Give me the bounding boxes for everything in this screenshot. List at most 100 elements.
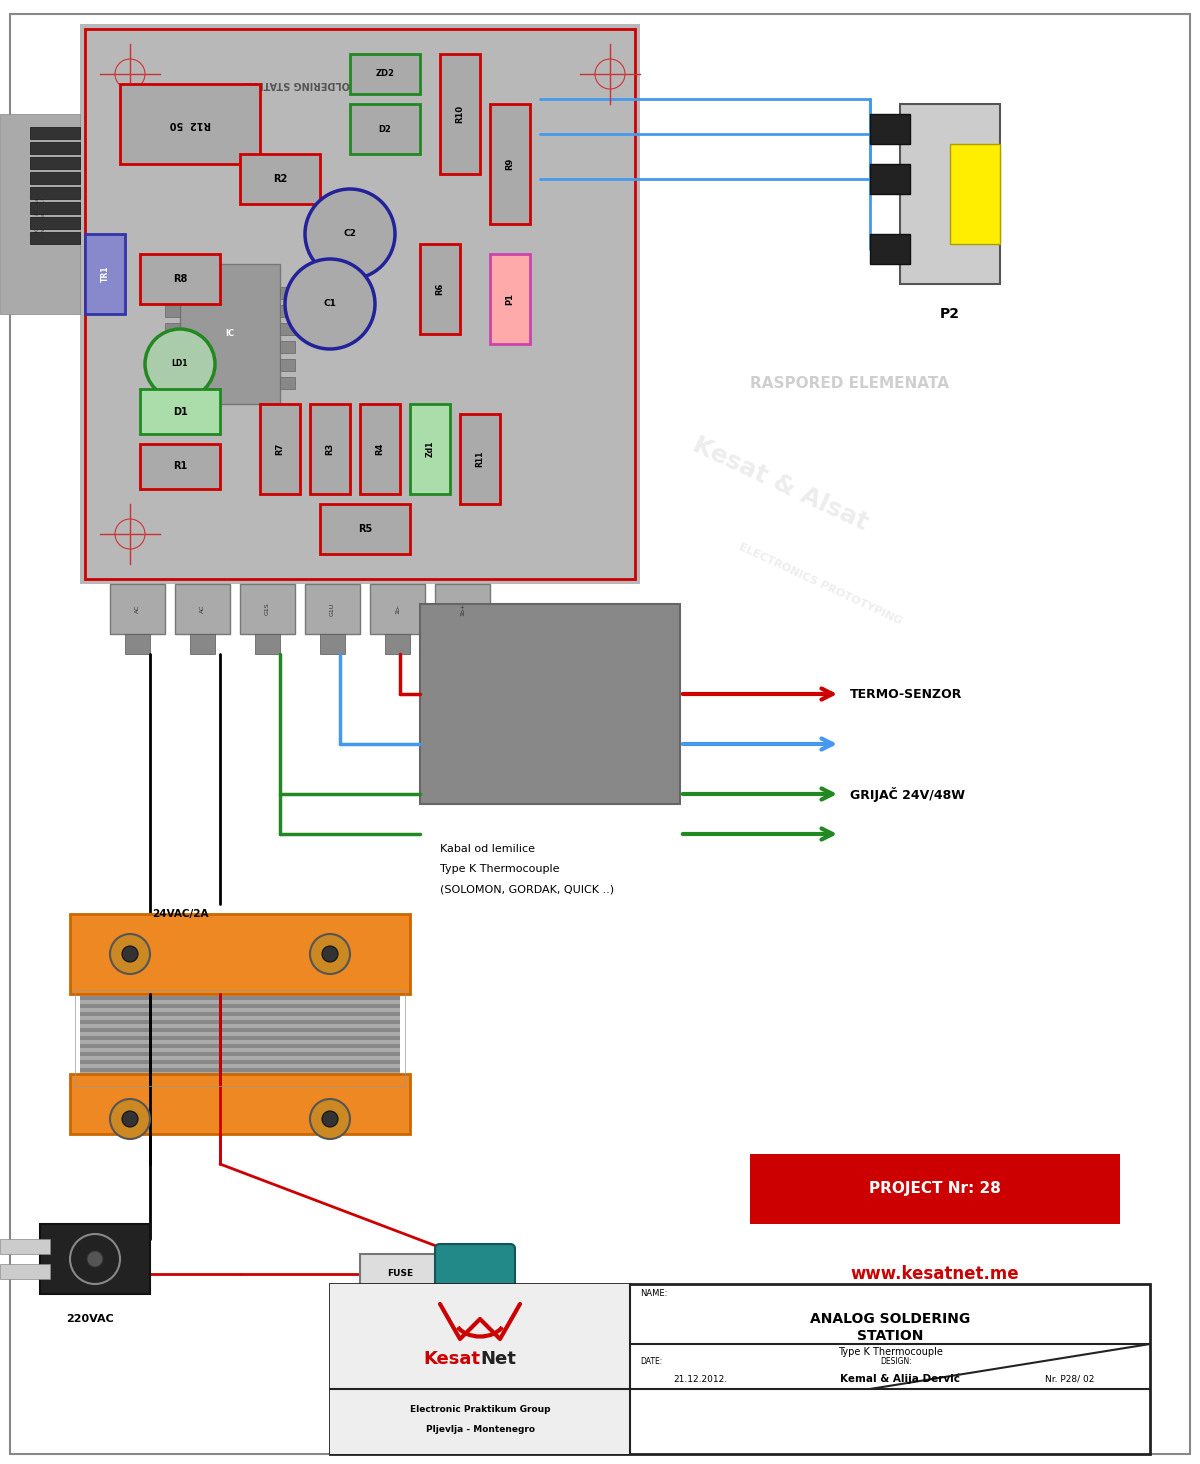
Bar	[305, 584, 360, 634]
Bar	[175, 584, 230, 634]
Text: R11: R11	[475, 451, 485, 467]
Circle shape	[286, 259, 374, 348]
Text: Zd1: Zd1	[426, 441, 434, 457]
Bar	[80, 1060, 400, 1064]
Bar	[360, 1255, 440, 1294]
Bar	[80, 1000, 400, 1004]
Bar	[120, 83, 260, 164]
Text: ZD2: ZD2	[376, 69, 395, 79]
Bar	[256, 634, 280, 654]
Text: 21.12.2012.: 21.12.2012.	[673, 1375, 727, 1383]
Bar	[30, 217, 80, 228]
Text: D2: D2	[378, 124, 391, 133]
Bar	[190, 634, 215, 654]
Bar	[280, 341, 295, 353]
Bar	[166, 305, 180, 318]
Bar	[30, 127, 80, 139]
Circle shape	[310, 1099, 350, 1139]
Bar	[80, 1072, 400, 1076]
Circle shape	[310, 934, 350, 974]
Bar	[30, 142, 80, 154]
Bar	[370, 584, 425, 634]
Bar	[80, 1012, 400, 1016]
Text: Kemal & Alija Dervić: Kemal & Alija Dervić	[840, 1373, 960, 1385]
Text: C2: C2	[343, 230, 356, 239]
Bar	[140, 253, 220, 305]
Text: 220VAC: 220VAC	[66, 1315, 114, 1323]
Bar	[80, 1039, 400, 1044]
Text: Nr. P28/ 02: Nr. P28/ 02	[1045, 1375, 1094, 1383]
Bar	[166, 324, 180, 335]
Circle shape	[145, 329, 215, 400]
Bar	[280, 378, 295, 389]
Text: AC: AC	[134, 605, 140, 613]
Circle shape	[305, 189, 395, 280]
Text: Kesat & Alsat: Kesat & Alsat	[689, 433, 871, 536]
Text: Type K Thermocouple: Type K Thermocouple	[440, 864, 559, 874]
Bar	[166, 341, 180, 353]
Bar	[280, 324, 295, 335]
Bar	[80, 1023, 400, 1028]
Text: TR1: TR1	[101, 266, 109, 283]
Bar	[30, 187, 80, 199]
Bar	[80, 1044, 400, 1048]
Bar	[30, 171, 80, 184]
Bar	[80, 1069, 400, 1072]
Text: 24VAC/2A: 24VAC/2A	[151, 909, 209, 919]
Bar	[280, 287, 295, 299]
Bar	[80, 1004, 400, 1009]
Bar	[30, 231, 80, 244]
Bar	[74, 990, 406, 1086]
Text: R4: R4	[376, 442, 384, 455]
Bar	[70, 914, 410, 994]
Bar	[450, 634, 475, 654]
Text: Pljevlja - Montenegro: Pljevlja - Montenegro	[426, 1424, 534, 1433]
Bar	[420, 605, 680, 804]
Text: R6: R6	[436, 283, 444, 296]
Bar	[0, 1239, 50, 1255]
Bar	[80, 1016, 400, 1020]
Text: PROJECT Nr: 28: PROJECT Nr: 28	[869, 1181, 1001, 1196]
Text: Electronic Praktikum Group: Electronic Praktikum Group	[409, 1404, 551, 1414]
Bar	[140, 444, 220, 489]
Bar	[0, 1263, 50, 1280]
Text: DATE:: DATE:	[640, 1357, 662, 1366]
Text: ELECTRONICS PROTOTYPING: ELECTRONICS PROTOTYPING	[737, 542, 904, 627]
Bar	[310, 404, 350, 493]
Bar	[436, 584, 490, 634]
Bar	[490, 104, 530, 224]
Text: NAME:: NAME:	[640, 1290, 667, 1299]
Text: G1S: G1S	[265, 603, 270, 615]
Bar	[85, 29, 635, 578]
Text: Kabal od lemilice: Kabal od lemilice	[440, 845, 535, 854]
Bar	[80, 1032, 400, 1037]
Text: 1b-: 1b-	[395, 605, 400, 613]
Bar	[260, 404, 300, 493]
Bar	[440, 54, 480, 174]
Text: DESIGN:: DESIGN:	[880, 1357, 912, 1366]
Bar	[80, 1020, 400, 1023]
Text: P2: P2	[940, 307, 960, 321]
Circle shape	[88, 1252, 103, 1266]
Bar	[870, 164, 910, 195]
Bar	[166, 378, 180, 389]
Bar	[870, 234, 910, 264]
Bar	[360, 404, 400, 493]
Text: R10: R10	[456, 105, 464, 123]
Text: FUSE: FUSE	[386, 1269, 413, 1278]
Bar	[80, 1056, 400, 1060]
Bar	[70, 1075, 410, 1135]
Circle shape	[122, 946, 138, 962]
Bar	[80, 1076, 400, 1080]
Bar	[85, 234, 125, 313]
Bar	[385, 634, 410, 654]
Text: AC: AC	[200, 605, 205, 613]
Bar	[80, 1080, 400, 1083]
Text: R2: R2	[272, 174, 287, 184]
Bar	[870, 114, 910, 143]
Circle shape	[322, 946, 338, 962]
Text: D1: D1	[173, 407, 187, 417]
Text: Type K Thermocouple: Type K Thermocouple	[838, 1347, 942, 1357]
Bar	[80, 23, 640, 584]
Bar	[80, 1028, 400, 1032]
